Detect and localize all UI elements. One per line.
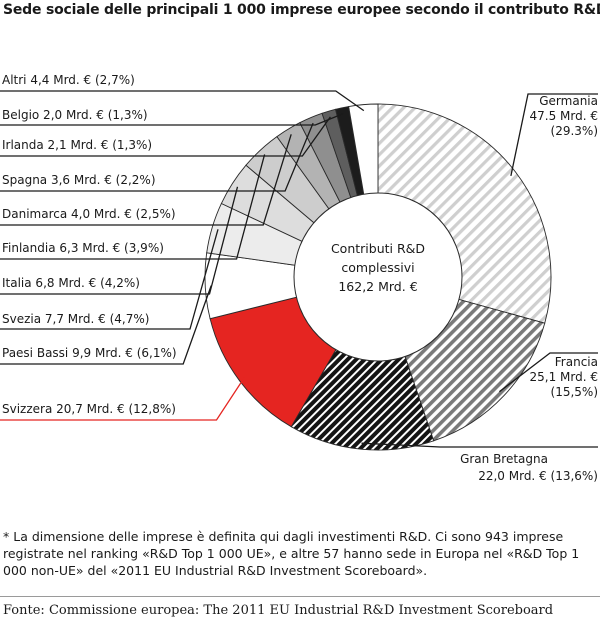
- leader-germania: [510, 93, 598, 177]
- center-label-line-2: 162,2 Mrd. €: [338, 279, 417, 294]
- label-italia-0: Italia 6,8 Mrd. € (4,2%): [2, 276, 140, 290]
- label-gran-bretagna-1: 22,0 Mrd. € (13,6%): [478, 469, 598, 483]
- label-finlandia-0: Finlandia 6,3 Mrd. € (3,9%): [2, 241, 164, 255]
- leader-gran-bretagna: [361, 442, 598, 448]
- leader-svizzera: [0, 376, 246, 421]
- leader-spagna: [0, 122, 314, 192]
- label-altri-0: Altri 4,4 Mrd. € (2,7%): [2, 73, 135, 87]
- chart-title: Sede sociale delle principali 1 000 impr…: [3, 2, 600, 18]
- label-belgio-0: Belgio 2,0 Mrd. € (1,3%): [2, 108, 148, 122]
- leader-danimarca: [0, 134, 292, 226]
- leader-irlanda: [0, 116, 331, 157]
- label-francia-1: 25,1 Mrd. €: [530, 370, 599, 384]
- leader-finlandia: [0, 154, 266, 260]
- source-note: Fonte: Commissione europea: The 2011 EU …: [3, 603, 554, 618]
- leader-altri: [0, 90, 365, 112]
- label-germania-1: 47.5 Mrd. €: [530, 109, 599, 123]
- label-francia-0: Francia: [555, 355, 598, 369]
- center-label-line-0: Contributi R&D: [331, 241, 425, 256]
- label-svizzera-0: Svizzera 20,7 Mrd. € (12,8%): [2, 402, 176, 416]
- label-gran-bretagna-0: Gran Bretagna: [460, 452, 548, 466]
- label-paesi-bassi-0: Paesi Bassi 9,9 Mrd. € (6,1%): [2, 346, 177, 360]
- leader-svezia: [0, 229, 219, 330]
- divider: [0, 596, 600, 597]
- label-irlanda-0: Irlanda 2,1 Mrd. € (1,3%): [2, 138, 152, 152]
- label-svezia-0: Svezia 7,7 Mrd. € (4,7%): [2, 312, 149, 326]
- label-spagna-0: Spagna 3,6 Mrd. € (2,2%): [2, 173, 156, 187]
- leader-paesi-bassi: [0, 285, 212, 365]
- donut-hole: [293, 192, 463, 362]
- leader-belgio: [0, 112, 344, 126]
- label-danimarca-0: Danimarca 4,0 Mrd. € (2,5%): [2, 207, 176, 221]
- label-germania-2: (29.3%): [551, 124, 598, 138]
- leader-francia: [499, 352, 598, 393]
- center-label-line-1: complessivi: [341, 260, 414, 275]
- label-francia-2: (15,5%): [551, 385, 598, 399]
- footnote: * La dimensione delle imprese è definita…: [3, 529, 580, 578]
- slice-gran-bretagna: [290, 275, 435, 451]
- leader-italia: [0, 186, 239, 295]
- label-germania-0: Germania: [539, 94, 598, 108]
- center-label: Contributi R&D complessivi 162,2 Mrd. €: [331, 241, 425, 294]
